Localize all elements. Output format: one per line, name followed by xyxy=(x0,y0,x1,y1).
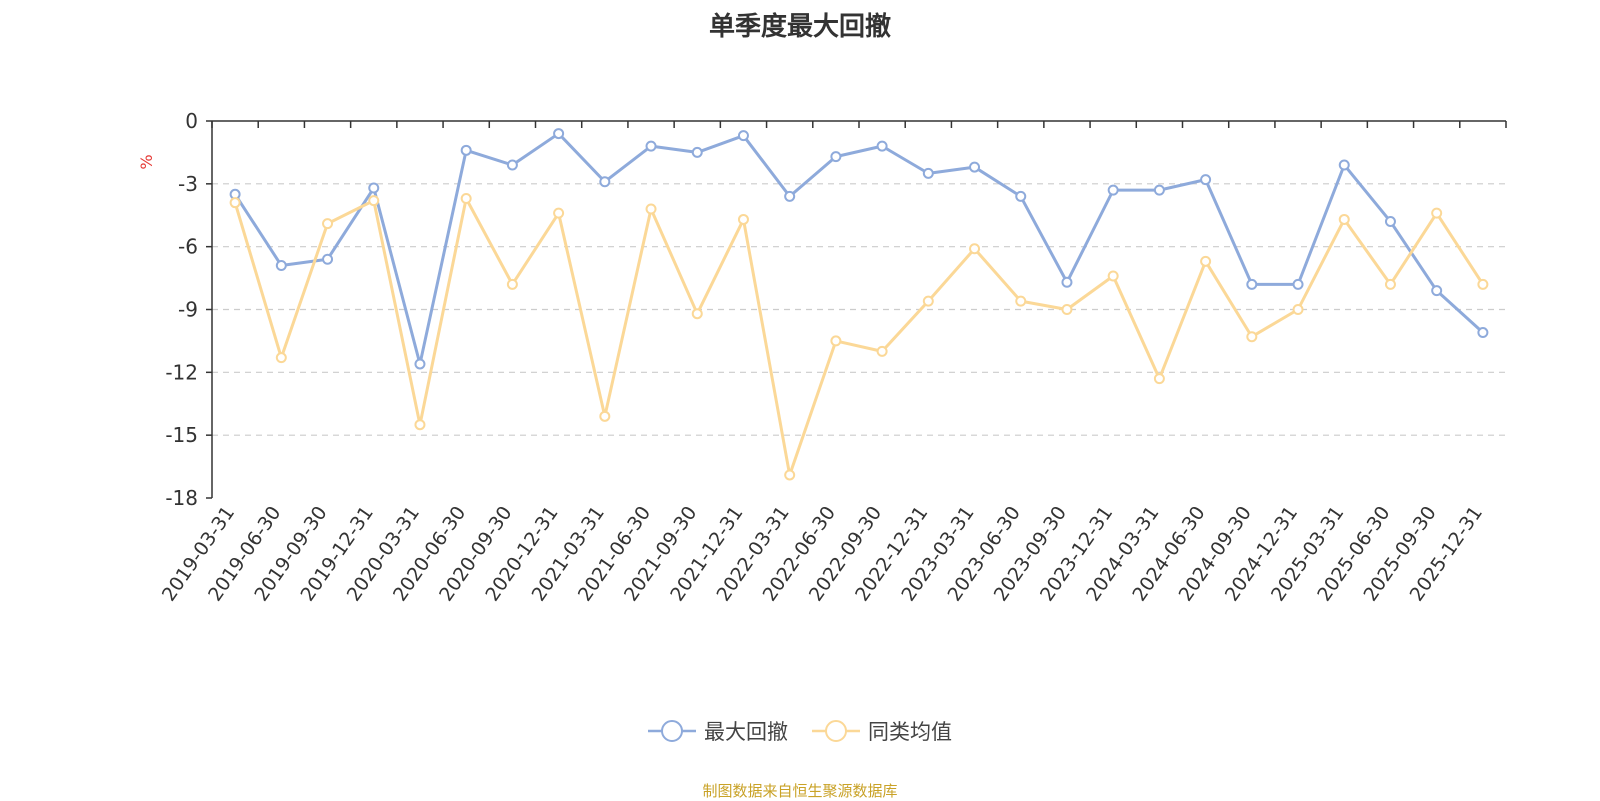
data-point[interactable] xyxy=(1384,278,1396,290)
y-tick-label: 0 xyxy=(185,109,198,133)
chart-title: 单季度最大回撤 xyxy=(708,12,891,42)
data-point[interactable] xyxy=(506,159,518,171)
data-point[interactable] xyxy=(691,308,703,320)
data-point[interactable] xyxy=(1384,216,1396,228)
data-point[interactable] xyxy=(1292,278,1304,290)
legend-label-peer-average: 同类均值 xyxy=(868,720,952,744)
legend-marker xyxy=(661,720,683,742)
data-point[interactable] xyxy=(460,192,472,204)
data-point[interactable] xyxy=(553,207,565,219)
data-point[interactable] xyxy=(1431,285,1443,297)
data-point[interactable] xyxy=(368,182,380,194)
y-tick-label: -9 xyxy=(178,298,198,322)
y-axis-label: % xyxy=(137,154,156,169)
data-point[interactable] xyxy=(1200,174,1212,186)
y-tick-label: -12 xyxy=(165,360,198,384)
line-chart: 0-3-6-9-12-15-182019-03-312019-06-302019… xyxy=(137,109,1507,605)
data-point[interactable] xyxy=(1477,278,1489,290)
data-point[interactable] xyxy=(368,195,380,207)
legend: 最大回撤 同类均值 xyxy=(0,716,1600,746)
legend-marker xyxy=(825,720,847,742)
data-point[interactable] xyxy=(275,260,287,272)
y-tick-label: -3 xyxy=(178,172,198,196)
legend-symbol-peer-average xyxy=(812,720,860,742)
data-point[interactable] xyxy=(460,144,472,156)
data-point[interactable] xyxy=(1431,207,1443,219)
series-layer xyxy=(229,128,1489,481)
data-point[interactable] xyxy=(1015,190,1027,202)
series-line-1 xyxy=(233,196,1485,477)
data-point[interactable] xyxy=(414,419,426,431)
data-point[interactable] xyxy=(1107,270,1119,282)
data-point[interactable] xyxy=(322,253,334,265)
data-point[interactable] xyxy=(784,469,796,481)
y-tick-label: -6 xyxy=(178,235,198,259)
grid-layer xyxy=(212,183,1506,436)
data-point[interactable] xyxy=(830,335,842,347)
data-point[interactable] xyxy=(1338,213,1350,225)
data-point[interactable] xyxy=(691,146,703,158)
legend-item-max-drawdown[interactable]: 最大回撤 xyxy=(648,716,788,746)
legend-item-peer-average[interactable]: 同类均值 xyxy=(812,716,952,746)
data-point[interactable] xyxy=(599,410,611,422)
data-point[interactable] xyxy=(784,190,796,202)
data-point[interactable] xyxy=(1477,327,1489,339)
legend-symbol-max-drawdown xyxy=(648,720,696,742)
data-point[interactable] xyxy=(599,176,611,188)
data-point[interactable] xyxy=(876,345,888,357)
data-point[interactable] xyxy=(645,140,657,152)
data-point[interactable] xyxy=(1200,255,1212,267)
data-point[interactable] xyxy=(645,203,657,215)
data-point[interactable] xyxy=(1015,295,1027,307)
data-point[interactable] xyxy=(1153,373,1165,385)
data-point[interactable] xyxy=(1292,304,1304,315)
data-point[interactable] xyxy=(1061,304,1073,315)
series-line-0 xyxy=(233,132,1484,366)
data-point[interactable] xyxy=(922,295,934,307)
data-point[interactable] xyxy=(553,128,565,140)
legend-label-max-drawdown: 最大回撤 xyxy=(704,720,788,744)
data-point[interactable] xyxy=(830,151,842,163)
data-point[interactable] xyxy=(969,161,981,173)
data-point[interactable] xyxy=(275,352,287,364)
data-point[interactable] xyxy=(1246,278,1258,290)
data-point[interactable] xyxy=(969,243,981,255)
data-point[interactable] xyxy=(737,130,749,142)
y-tick-label: -15 xyxy=(165,423,198,447)
data-point[interactable] xyxy=(876,140,888,152)
data-point[interactable] xyxy=(737,213,749,225)
data-point[interactable] xyxy=(414,358,426,370)
data-point[interactable] xyxy=(322,218,334,230)
data-point[interactable] xyxy=(1338,159,1350,171)
y-tick-label: -18 xyxy=(165,486,198,510)
data-point[interactable] xyxy=(1246,331,1258,343)
data-point[interactable] xyxy=(229,197,241,209)
data-point[interactable] xyxy=(922,167,934,179)
data-point[interactable] xyxy=(1061,276,1073,288)
data-point[interactable] xyxy=(506,278,518,290)
source-note: 制图数据来自恒生聚源数据库 xyxy=(702,782,898,800)
data-point[interactable] xyxy=(1107,184,1119,196)
data-point[interactable] xyxy=(1153,184,1165,196)
